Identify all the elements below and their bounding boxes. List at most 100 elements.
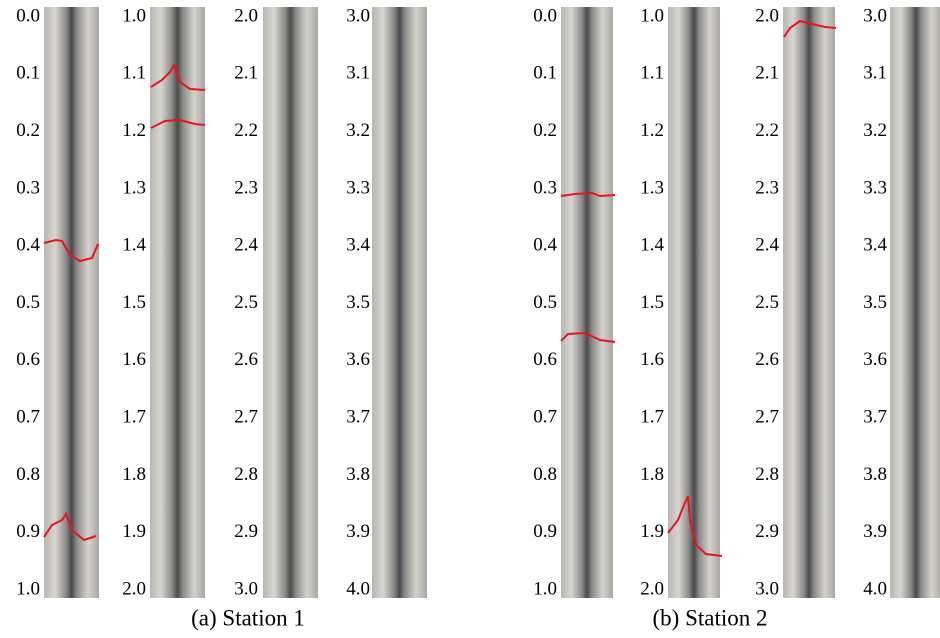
position-label: 1.5 (122, 292, 146, 313)
position-label: 2.7 (755, 406, 779, 427)
position-label: 2.3 (755, 177, 779, 198)
position-label: 0.6 (16, 349, 40, 370)
position-label: 1.6 (640, 349, 664, 370)
weld-strip (561, 7, 613, 598)
position-label: 0.8 (533, 464, 557, 485)
position-label: 0.3 (16, 177, 40, 198)
position-label: 2.3 (234, 177, 258, 198)
position-label: 1.0 (640, 5, 664, 26)
position-label: 1.3 (122, 177, 146, 198)
position-label: 0.6 (533, 349, 557, 370)
position-label: 0.1 (533, 63, 557, 84)
position-label: 0.7 (16, 406, 40, 427)
position-label: 0.5 (533, 292, 557, 313)
position-label: 3.5 (863, 292, 887, 313)
position-label: 3.3 (346, 177, 370, 198)
position-label: 1.4 (122, 235, 146, 256)
weld-strip (44, 7, 99, 598)
position-label: 2.0 (234, 5, 258, 26)
position-label: 3.2 (863, 120, 887, 141)
position-label: 2.0 (640, 578, 664, 599)
weld-strip (783, 7, 835, 598)
position-label: 3.2 (346, 120, 370, 141)
position-label: 0.1 (16, 63, 40, 84)
position-label: 1.0 (533, 578, 557, 599)
position-label: 1.3 (640, 177, 664, 198)
position-label: 2.1 (755, 63, 779, 84)
position-label: 2.7 (234, 406, 258, 427)
weld-strip (668, 7, 720, 598)
position-label: 2.6 (234, 349, 258, 370)
position-label: 3.5 (346, 292, 370, 313)
position-label: 1.0 (122, 5, 146, 26)
position-label: 3.9 (346, 521, 370, 542)
position-label: 1.7 (122, 406, 146, 427)
position-label: 1.1 (640, 63, 664, 84)
position-label: 1.7 (640, 406, 664, 427)
position-label: 1.9 (122, 521, 146, 542)
position-label: 0.3 (533, 177, 557, 198)
position-label: 1.2 (122, 120, 146, 141)
position-label: 2.1 (234, 63, 258, 84)
position-label: 0.9 (533, 521, 557, 542)
weld-strip (263, 7, 318, 598)
position-label: 2.2 (234, 120, 258, 141)
position-label: 1.1 (122, 63, 146, 84)
weld-strip (890, 7, 940, 598)
position-label: 3.0 (863, 5, 887, 26)
position-label: 3.0 (755, 578, 779, 599)
position-label: 3.7 (346, 406, 370, 427)
position-label: 3.1 (863, 63, 887, 84)
position-label: 3.4 (346, 235, 370, 256)
figure: 0.0 0.1 0.2 0.3 0.4 0.5 0.6 0.7 0.8 0.9 1.0 1.0 1.1 1… (0, 0, 940, 638)
position-label: 3.6 (863, 349, 887, 370)
position-label: 3.8 (346, 464, 370, 485)
position-label: 3.6 (346, 349, 370, 370)
position-label: 0.2 (533, 120, 557, 141)
position-label: 0.7 (533, 406, 557, 427)
position-label: 2.4 (234, 235, 258, 256)
position-label: 4.0 (346, 578, 370, 599)
position-label: 0.9 (16, 521, 40, 542)
position-label: 2.9 (755, 521, 779, 542)
labels: 0.0 0.1 0.2 0.3 0.4 0.5 0.6 0.7 0.8 0.9 1.0 1.0 1.1 1… (16, 5, 887, 630)
position-label: 0.8 (16, 464, 40, 485)
position-label: 2.0 (755, 5, 779, 26)
position-label: 1.8 (640, 464, 664, 485)
position-label: 1.2 (640, 120, 664, 141)
position-label: 4.0 (863, 578, 887, 599)
position-label: 1.9 (640, 521, 664, 542)
position-label: 3.0 (346, 5, 370, 26)
position-label: 1.8 (122, 464, 146, 485)
weld-strip (372, 7, 427, 598)
position-label: 3.3 (863, 177, 887, 198)
position-label: 3.8 (863, 464, 887, 485)
position-label: 1.0 (16, 578, 40, 599)
position-label: 0.2 (16, 120, 40, 141)
strips (44, 7, 940, 598)
position-label: 2.5 (755, 292, 779, 313)
position-label: 2.5 (234, 292, 258, 313)
position-label: 0.0 (16, 5, 40, 26)
position-label: 1.5 (640, 292, 664, 313)
position-label: 2.4 (755, 235, 779, 256)
position-label: 1.4 (640, 235, 664, 256)
position-label: 3.1 (346, 63, 370, 84)
position-label: 2.8 (234, 464, 258, 485)
position-label: 0.5 (16, 292, 40, 313)
position-label: 2.2 (755, 120, 779, 141)
position-label: 1.6 (122, 349, 146, 370)
position-label: 3.7 (863, 406, 887, 427)
weld-strip (150, 7, 205, 598)
caption: (b) Station 2 (653, 605, 768, 630)
caption: (a) Station 1 (191, 605, 305, 630)
position-label: 0.4 (533, 235, 557, 256)
position-label: 0.0 (533, 5, 557, 26)
position-label: 3.0 (234, 578, 258, 599)
position-label: 2.6 (755, 349, 779, 370)
position-label: 2.9 (234, 521, 258, 542)
position-label: 3.9 (863, 521, 887, 542)
position-label: 2.0 (122, 578, 146, 599)
position-label: 3.4 (863, 235, 887, 256)
position-label: 2.8 (755, 464, 779, 485)
